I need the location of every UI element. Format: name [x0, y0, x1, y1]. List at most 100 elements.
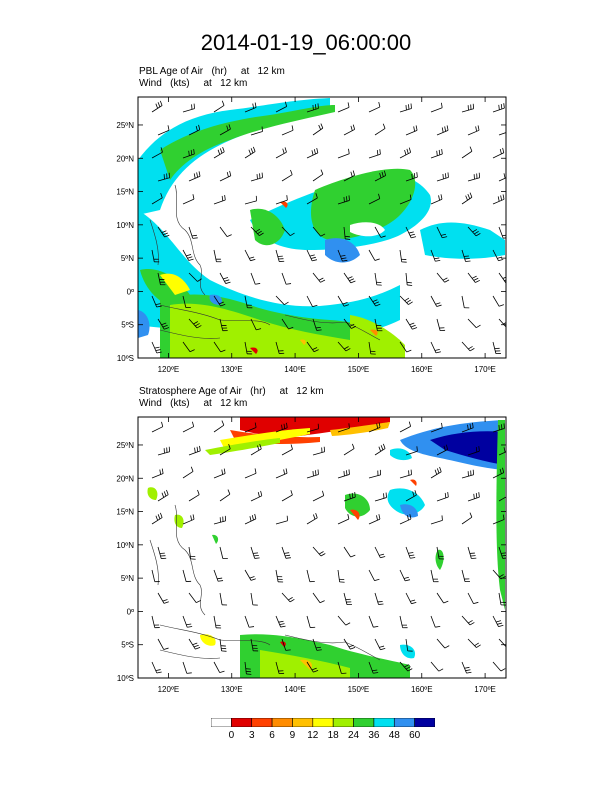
- wind-barb: [374, 226, 386, 238]
- wind-barb: [368, 569, 380, 582]
- x-tick-label: 130ºE: [221, 685, 243, 694]
- wind-barb: [399, 249, 407, 263]
- wind-barb: [182, 466, 194, 479]
- wind-barb: [337, 295, 350, 307]
- wind-barb: [399, 341, 412, 353]
- y-tick-label: 15ºN: [116, 508, 134, 517]
- wind-barb: [337, 569, 345, 583]
- wind-barb: [399, 661, 413, 672]
- wind-barb: [306, 512, 318, 525]
- wind-barb: [188, 124, 201, 136]
- wind-barb: [498, 592, 506, 606]
- wind-barb: [374, 272, 382, 286]
- wind-barb: [498, 272, 506, 284]
- wind-barb: [275, 195, 288, 205]
- wind-barb: [343, 638, 356, 650]
- wind-barb: [275, 422, 288, 433]
- wind-barb: [244, 513, 257, 525]
- wind-barb: [430, 341, 441, 354]
- wind-barb: [337, 514, 350, 525]
- wind-barb: [275, 468, 288, 479]
- wind-barb: [312, 123, 324, 136]
- wind-barb: [219, 489, 231, 502]
- wind-barb: [182, 295, 191, 309]
- wind-barb: [151, 295, 162, 308]
- wind-barb: [461, 661, 472, 674]
- wind-barb: [182, 341, 195, 353]
- panel2-x-axis: 120ºE 130ºE 140ºE 150ºE 160ºE 170ºE: [158, 417, 496, 694]
- wind-barb: [213, 341, 226, 353]
- wind-barb: [467, 638, 481, 648]
- wind-barb: [250, 272, 261, 285]
- wind-barb: [244, 195, 257, 205]
- wind-barb: [312, 169, 324, 182]
- wind-barb: [337, 148, 350, 159]
- wind-barb: [399, 469, 412, 479]
- wind-barb: [461, 469, 474, 479]
- wind-barb: [275, 569, 284, 583]
- wind-barb: [492, 423, 505, 433]
- wind-barb: [374, 638, 386, 651]
- wind-barb: [492, 615, 504, 628]
- wind-barb: [461, 249, 471, 262]
- wind-barb: [312, 638, 322, 651]
- wind-barb: [281, 318, 294, 330]
- wind-barb: [337, 341, 351, 352]
- colorbar-swatch: [211, 718, 232, 727]
- wind-barb: [343, 443, 355, 456]
- wind-barb: [250, 546, 260, 559]
- wind-barb: [157, 592, 169, 604]
- colorbar-label: 60: [409, 730, 421, 741]
- wind-barb: [405, 446, 418, 456]
- wind-barb: [492, 661, 506, 672]
- x-tick-label: 120ºE: [158, 685, 180, 694]
- wind-barb: [368, 341, 376, 355]
- wind-barb: [306, 193, 318, 205]
- wind-barb: [430, 295, 442, 307]
- wind-barb: [157, 489, 169, 502]
- wind-barb: [436, 125, 449, 136]
- wind-barb: [368, 193, 381, 205]
- wind-barb: [337, 615, 351, 626]
- wind-barb: [281, 226, 295, 237]
- wind-barb: [337, 102, 350, 113]
- wind-barb: [157, 226, 170, 238]
- wind-barb: [492, 514, 505, 525]
- wind-barb: [405, 172, 418, 182]
- wind-barb: [368, 615, 379, 628]
- colorbar-swatch: [393, 718, 415, 727]
- colorbar-swatch: [292, 718, 314, 727]
- y-tick-label: 10ºN: [116, 221, 134, 230]
- colorbar-swatch: [312, 718, 334, 727]
- wind-barb: [312, 226, 326, 237]
- wind-barb: [436, 638, 450, 649]
- wind-barb: [219, 318, 228, 332]
- wind-barb: [467, 546, 477, 559]
- wind-barb: [151, 341, 162, 354]
- wind-barb: [399, 569, 411, 582]
- wind-barb: [157, 446, 170, 456]
- x-tick-label: 160ºE: [411, 365, 433, 374]
- wind-barb: [182, 615, 193, 628]
- wind-barb: [306, 469, 319, 479]
- wind-barb: [312, 592, 325, 604]
- wind-barb: [492, 467, 505, 479]
- wind-barb: [188, 638, 201, 650]
- wind-barb: [436, 492, 449, 502]
- y-tick-label: 20ºN: [116, 474, 134, 483]
- wind-barb: [275, 341, 285, 354]
- panel1-title-line2: Wind (kts) at 12 km: [139, 78, 248, 89]
- wind-barb: [244, 146, 256, 159]
- y-tick-label: 15ºN: [116, 188, 134, 197]
- wind-barb: [151, 661, 162, 674]
- wind-barb: [182, 103, 195, 113]
- wind-barb: [244, 422, 257, 433]
- wind-barb: [244, 615, 255, 628]
- wind-barb: [281, 490, 293, 502]
- panel2-y-axis: 25ºN 20ºN 15ºN 10ºN 5ºN 0º 5ºS 10ºS: [116, 441, 506, 683]
- wind-barb: [368, 514, 381, 525]
- wind-barb: [343, 124, 356, 136]
- colorbar-swatch: [353, 718, 375, 727]
- wind-barb: [151, 100, 163, 113]
